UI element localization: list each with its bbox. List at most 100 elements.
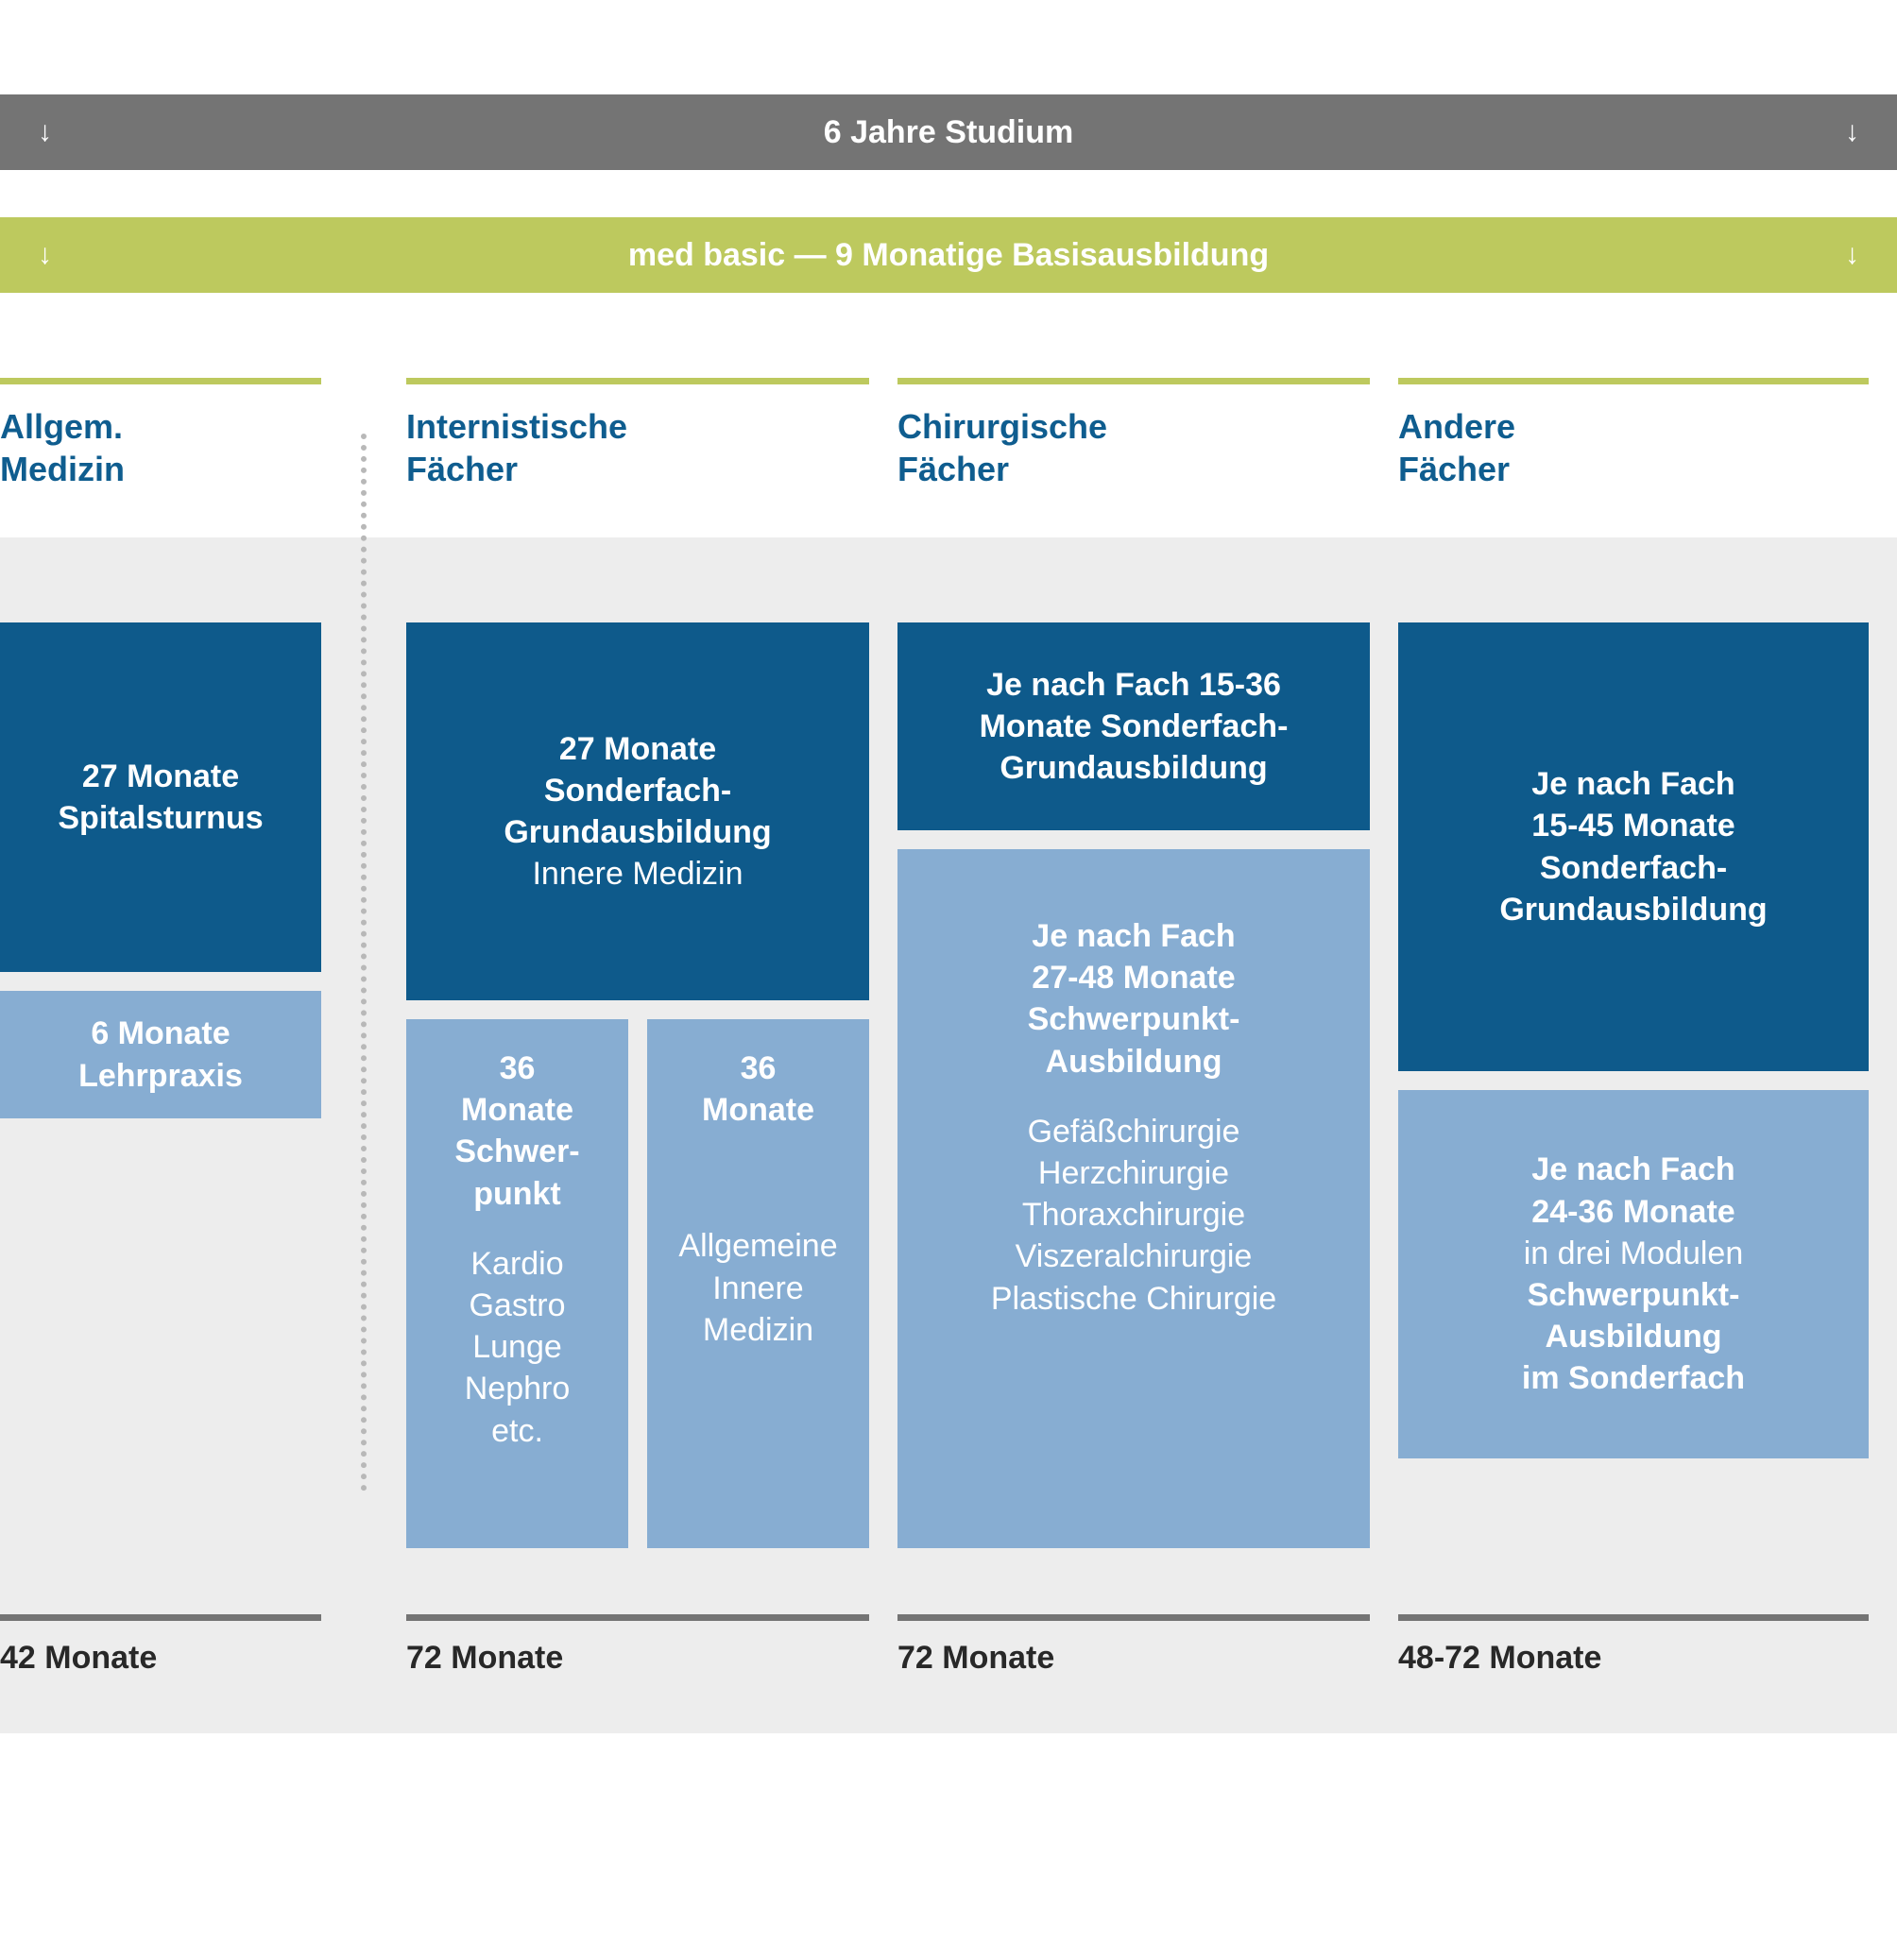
accent-bar — [0, 378, 321, 384]
box-line: Innere Medizin — [532, 853, 743, 895]
arrow-down-icon: ↓ — [1845, 116, 1859, 148]
col-title: Chirurgische Fächer — [897, 405, 1370, 490]
column-internistische: 27 Monate Sonderfach- Grundausbildung In… — [350, 622, 897, 1548]
study-bar: ↓ 6 Jahre Studium ↓ — [0, 94, 1897, 170]
arrow-down-icon: ↓ — [38, 239, 52, 271]
footer-label: 72 Monate — [406, 1640, 869, 1677]
accent-bar — [897, 378, 1370, 384]
box-line: 36 — [500, 1048, 536, 1089]
col-title-line: Chirurgische — [897, 407, 1107, 446]
column-chirurgische: Je nach Fach 15-36 Monate Sonderfach- Gr… — [897, 622, 1398, 1548]
box-line: Ausbildung — [1046, 1041, 1222, 1082]
basic-bar-label: med basic — 9 Monatige Basisausbildung — [628, 237, 1269, 274]
footer-row: 42 Monate 72 Monate 72 Monate 48-72 Mona… — [0, 1548, 1897, 1733]
col-title-line: Medizin — [0, 450, 125, 488]
column-andere: Je nach Fach 15-45 Monate Sonderfach- Gr… — [1398, 622, 1897, 1548]
box-line: Grundausbildung — [1499, 889, 1767, 930]
col-head-1: Internistische Fächer — [350, 378, 897, 490]
columns-header: Allgem. Medizin Internistische Fächer Ch… — [0, 378, 1897, 490]
column-allgem-medizin: 27 Monate Spitalsturnus 6 Monate Lehrpra… — [0, 622, 350, 1548]
box-line: Ausbildung — [1546, 1316, 1722, 1357]
box-line: in drei Modulen — [1524, 1233, 1743, 1274]
col-title-line: Fächer — [897, 450, 1009, 488]
col-title-line: Fächer — [1398, 450, 1510, 488]
dotted-divider — [361, 434, 367, 1491]
col-title: Internistische Fächer — [406, 405, 869, 490]
box-line: etc. — [491, 1410, 543, 1452]
box-line: Je nach Fach — [1032, 915, 1235, 957]
box-line: Thoraxchirurgie — [1022, 1194, 1245, 1236]
col-title-line: Andere — [1398, 407, 1515, 446]
box-line: Allgemeine — [678, 1225, 837, 1267]
box-line: 27 Monate — [82, 756, 239, 797]
box-line: 24-36 Monate — [1531, 1191, 1735, 1233]
box-line: Sonderfach- — [1540, 847, 1727, 889]
box-line: Monate — [461, 1089, 573, 1131]
arrow-down-icon: ↓ — [1845, 239, 1859, 271]
box-andere-schwerpunkt: Je nach Fach 24-36 Monate in drei Module… — [1398, 1090, 1869, 1458]
box-schwerpunkt-left: 36 Monate Schwer- punkt Kardio Gastro Lu… — [406, 1019, 628, 1548]
box-chir-schwerpunkt: Je nach Fach 27-48 Monate Schwerpunkt- A… — [897, 849, 1370, 1548]
col-title: Andere Fächer — [1398, 405, 1869, 490]
footer-label: 42 Monate — [0, 1640, 321, 1677]
accent-bar — [406, 378, 869, 384]
box-line: Je nach Fach — [1531, 1149, 1735, 1190]
footer-label: 48-72 Monate — [1398, 1640, 1869, 1677]
diagram-container: ↓ 6 Jahre Studium ↓ ↓ med basic — 9 Mona… — [0, 94, 1897, 1733]
box-line: Schwerpunkt- — [1028, 998, 1240, 1040]
box-line: Gefäßchirurgie — [1028, 1111, 1240, 1152]
box-line: Nephro — [465, 1368, 571, 1409]
box-line: Grundausbildung — [1000, 747, 1267, 789]
col-title: Allgem. Medizin — [0, 405, 321, 490]
box-line: Lunge — [472, 1326, 562, 1368]
box-line: 36 — [741, 1048, 777, 1089]
box-sonderfach-grund: 27 Monate Sonderfach- Grundausbildung In… — [406, 622, 869, 1000]
box-line: 27-48 Monate — [1032, 957, 1235, 998]
box-line: Sonderfach- — [544, 770, 731, 811]
footer-cell-1: 72 Monate — [350, 1614, 897, 1677]
footer-bar — [0, 1614, 321, 1621]
basic-bar: ↓ med basic — 9 Monatige Basisausbildung… — [0, 217, 1897, 293]
col-head-2: Chirurgische Fächer — [897, 378, 1398, 490]
blocks-grid: 27 Monate Spitalsturnus 6 Monate Lehrpra… — [0, 622, 1897, 1548]
box-line: 6 Monate — [91, 1013, 230, 1054]
box-chir-grund: Je nach Fach 15-36 Monate Sonderfach- Gr… — [897, 622, 1370, 830]
col-title-line: Fächer — [406, 450, 518, 488]
box-line: im Sonderfach — [1522, 1357, 1745, 1399]
col-title-line: Internistische — [406, 407, 627, 446]
box-spitalsturnus: 27 Monate Spitalsturnus — [0, 622, 321, 972]
footer-label: 72 Monate — [897, 1640, 1370, 1677]
box-line: Gastro — [469, 1285, 565, 1326]
box-line: 27 Monate — [559, 728, 716, 770]
box-line: Spitalsturnus — [58, 797, 263, 839]
arrow-down-icon: ↓ — [38, 116, 52, 148]
box-line: 15-45 Monate — [1531, 805, 1735, 846]
box-line: Lehrpraxis — [78, 1055, 243, 1097]
footer-cell-2: 72 Monate — [897, 1614, 1398, 1677]
box-andere-grund: Je nach Fach 15-45 Monate Sonderfach- Gr… — [1398, 622, 1869, 1071]
box-line: Monate Sonderfach- — [980, 706, 1289, 747]
split-row: 36 Monate Schwer- punkt Kardio Gastro Lu… — [406, 1019, 869, 1548]
box-allg-innere: 36 Monate Allgemeine Innere Medizin — [647, 1019, 869, 1548]
box-line: Grundausbildung — [504, 811, 771, 853]
box-line: Medizin — [703, 1309, 813, 1351]
box-line: Kardio — [470, 1243, 563, 1285]
box-line: Plastische Chirurgie — [991, 1278, 1276, 1320]
footer-cell-0: 42 Monate — [0, 1614, 350, 1677]
blocks-area: 27 Monate Spitalsturnus 6 Monate Lehrpra… — [0, 537, 1897, 1733]
col-head-3: Andere Fächer — [1398, 378, 1897, 490]
box-line: Innere — [712, 1268, 803, 1309]
study-bar-label: 6 Jahre Studium — [824, 114, 1074, 151]
accent-bar — [1398, 378, 1869, 384]
col-title-line: Allgem. — [0, 407, 123, 446]
box-line: Je nach Fach 15-36 — [986, 664, 1281, 706]
box-line: Monate — [702, 1089, 814, 1131]
box-line: punkt — [473, 1173, 561, 1215]
footer-bar — [897, 1614, 1370, 1621]
box-line: Je nach Fach — [1531, 763, 1735, 805]
footer-bar — [406, 1614, 869, 1621]
box-line: Viszeralchirurgie — [1016, 1236, 1253, 1277]
footer-bar — [1398, 1614, 1869, 1621]
box-line: Herzchirurgie — [1038, 1152, 1229, 1194]
col-head-0: Allgem. Medizin — [0, 378, 350, 490]
